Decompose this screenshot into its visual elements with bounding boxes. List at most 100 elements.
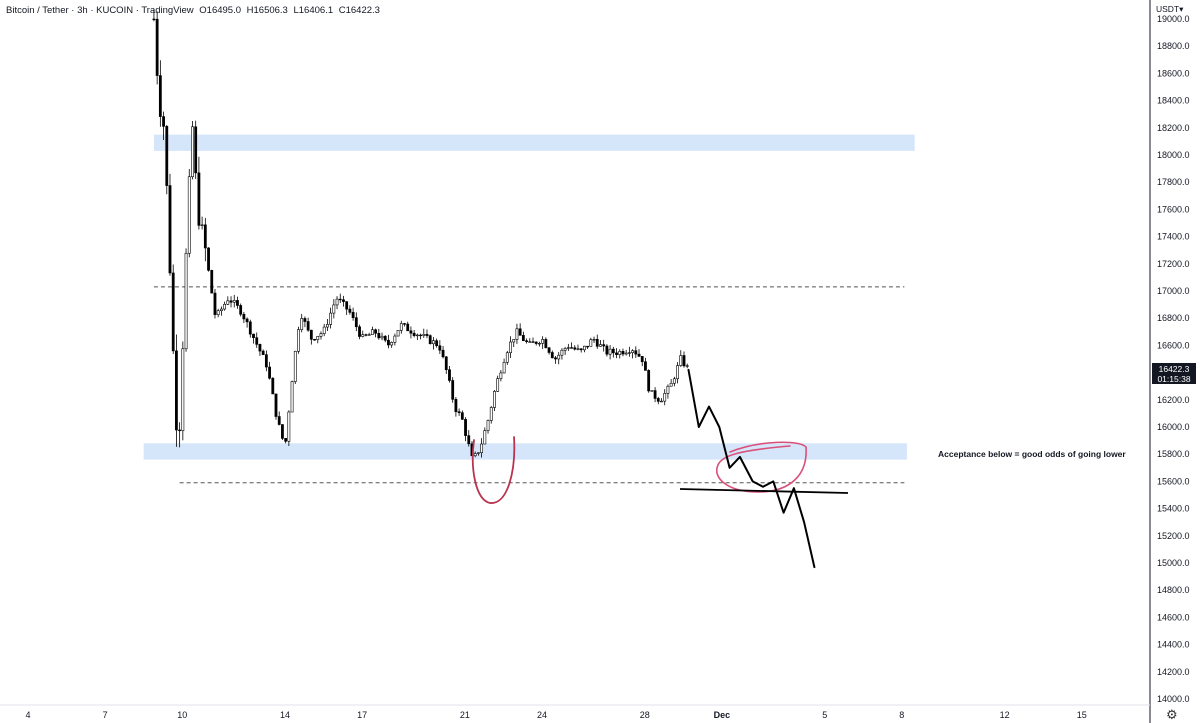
ohlc-low: L16406.1 — [293, 5, 334, 16]
time-tick-label: 17 — [357, 710, 367, 720]
time-tick-label: Dec — [714, 710, 731, 720]
candle-body — [399, 323, 403, 331]
ohlc-high: H16506.3 — [246, 5, 288, 16]
candle-body — [521, 335, 525, 342]
candle-body — [457, 411, 461, 414]
candle-body — [232, 300, 236, 303]
candle-body — [621, 351, 625, 355]
u-shape-drawing — [471, 436, 516, 504]
candle-body — [499, 372, 503, 379]
candle-body — [570, 347, 573, 349]
candle-body — [563, 348, 567, 351]
candle-body — [557, 354, 561, 360]
time-axis-ticks: 4 7 10 14 17 21 24 28 Dec 5 8 12 15 — [25, 710, 1086, 720]
candle-body — [297, 329, 300, 352]
price-tick-label: 18600.0 — [1157, 68, 1190, 78]
candle-body — [538, 342, 541, 345]
support-resistance-zones — [143, 134, 915, 460]
candle-body — [573, 347, 577, 350]
symbol-title[interactable]: Bitcoin / Tether · 3h · KUCOIN · Trading… — [6, 5, 194, 16]
price-tick-label: 18000.0 — [1157, 150, 1190, 160]
price-tick-label: 18800.0 — [1157, 41, 1190, 51]
candle-body — [599, 344, 602, 347]
candle-body — [329, 312, 333, 325]
candle-body — [313, 339, 316, 341]
candle-body — [162, 116, 165, 127]
candle-body — [509, 341, 512, 354]
candle-body — [611, 348, 615, 354]
candle-body — [640, 356, 644, 363]
candle-body — [242, 313, 246, 320]
candle-body — [483, 430, 487, 445]
candle-body — [191, 126, 194, 178]
candle-body — [676, 365, 679, 380]
projection-path — [687, 368, 816, 569]
gear-icon[interactable]: ⚙ — [1166, 707, 1178, 722]
candle-body — [627, 352, 631, 354]
candle-body — [467, 435, 471, 445]
candle-body — [682, 355, 686, 367]
candle-body — [502, 361, 506, 374]
candle-body — [271, 377, 275, 395]
candle-body — [660, 400, 663, 403]
candle-body — [534, 341, 538, 344]
candle-body — [252, 333, 255, 338]
price-zone — [153, 134, 915, 151]
candle-body — [637, 353, 641, 357]
candle-body — [685, 365, 689, 367]
candle-body — [653, 390, 657, 399]
candle-body — [454, 399, 458, 412]
candle-body — [165, 126, 169, 186]
candle-body — [515, 328, 519, 340]
currency-selector[interactable]: USDT▾ — [1156, 4, 1183, 15]
candle-body — [168, 185, 172, 274]
candle-body — [171, 272, 175, 352]
time-tick-label: 8 — [899, 710, 904, 720]
candle-body — [451, 380, 455, 400]
candle-body — [239, 305, 243, 315]
candle-body — [525, 340, 528, 343]
candle-body — [480, 443, 484, 454]
chevron-down-icon: ▾ — [1179, 4, 1184, 14]
candle-body — [197, 172, 201, 226]
price-tick-label: 15000.0 — [1157, 558, 1190, 568]
chart-header: Bitcoin / Tether · 3h · KUCOIN · Trading… — [6, 5, 383, 16]
candle-body — [396, 330, 400, 337]
price-tick-label: 17800.0 — [1157, 177, 1190, 187]
time-tick-label: 15 — [1077, 710, 1087, 720]
candle-body — [309, 329, 313, 340]
candle-body — [361, 334, 365, 337]
price-tick-label: 17400.0 — [1157, 232, 1190, 242]
time-tick-label: 28 — [640, 710, 650, 720]
candle-body — [326, 324, 329, 328]
candle-body — [338, 298, 342, 301]
price-tick-label: 16800.0 — [1157, 313, 1190, 323]
candle-body — [210, 270, 214, 294]
candle-body — [367, 334, 371, 336]
price-tick-label: 15400.0 — [1157, 504, 1190, 514]
candle-body — [489, 407, 493, 421]
candle-body — [213, 292, 217, 315]
candle-body — [377, 333, 381, 339]
candle-body — [631, 350, 634, 353]
candle-body — [576, 348, 580, 350]
candle-body — [608, 348, 612, 355]
candle-body — [406, 323, 410, 332]
candle-body — [290, 381, 294, 413]
horizontal-drawn-line — [679, 488, 849, 494]
candle-body — [342, 299, 345, 302]
candle-body — [293, 350, 297, 382]
candle-body — [207, 247, 210, 271]
price-zone — [143, 443, 907, 460]
price-tick-label: 16600.0 — [1157, 340, 1190, 350]
candle-body — [255, 337, 259, 345]
candle-body — [248, 321, 252, 335]
price-tick-label: 16000.0 — [1157, 422, 1190, 432]
candle-body — [300, 318, 304, 330]
time-tick-label: 14 — [280, 710, 290, 720]
candle-body — [219, 308, 223, 312]
candle-body — [383, 335, 387, 341]
candle-body — [438, 345, 442, 351]
candle-body — [428, 335, 432, 345]
